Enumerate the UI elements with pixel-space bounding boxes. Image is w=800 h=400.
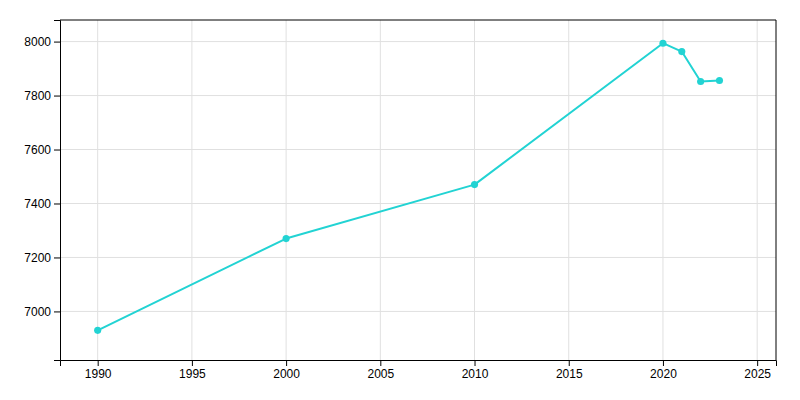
point — [94, 327, 101, 334]
tick-mark — [286, 360, 287, 366]
point — [716, 77, 723, 84]
grid-line-x — [380, 20, 381, 360]
tick-mark — [54, 150, 60, 151]
tick: 2000 — [273, 360, 300, 381]
point — [659, 40, 666, 47]
tick-mark — [569, 360, 570, 366]
tick: 1990 — [85, 360, 112, 381]
tick: 2005 — [367, 360, 394, 381]
tick-label: 8000 — [24, 35, 51, 49]
plot: 1990 1995 2000 2005 2010 2015 2020 2025 7000 7200… — [24, 20, 776, 381]
tick-label: 1995 — [179, 367, 206, 381]
chart: 1990 1995 2000 2005 2010 2015 2020 2025 7000 7200… — [0, 0, 800, 400]
tick: 2025 — [744, 360, 771, 381]
tick-mark — [54, 42, 60, 43]
grid-line-x — [568, 20, 569, 360]
line — [98, 43, 720, 330]
point — [678, 48, 685, 55]
tick: 7000 — [24, 305, 60, 319]
tick: 8000 — [24, 35, 60, 49]
tick-label: 1990 — [85, 367, 112, 381]
tick-label: 2010 — [462, 367, 489, 381]
tick-label: 7000 — [24, 305, 51, 319]
tick-label: 7600 — [24, 143, 51, 157]
grid-line-x — [662, 20, 663, 360]
frame-right — [776, 20, 777, 360]
point — [471, 181, 478, 188]
axis-line — [54, 21, 61, 361]
grid — [60, 20, 776, 360]
tick-mark — [54, 311, 60, 312]
frame-top — [60, 20, 776, 21]
tick-label: 2005 — [367, 367, 394, 381]
tick: 7600 — [24, 143, 60, 157]
grid-line-y — [60, 41, 776, 42]
tick-label: 7400 — [24, 197, 51, 211]
tick-label: 2020 — [650, 367, 677, 381]
tick: 7400 — [24, 197, 60, 211]
tick: 7200 — [24, 251, 60, 265]
grid-line-y — [60, 95, 776, 96]
grid-line-x — [97, 20, 98, 360]
grid-line-x — [191, 20, 192, 360]
tick: 2015 — [556, 360, 583, 381]
tick-mark — [54, 203, 60, 204]
axis-line — [61, 361, 777, 367]
tick-label: 7800 — [24, 89, 51, 103]
tick: 2010 — [462, 360, 489, 381]
point — [697, 78, 704, 85]
grid-line-x — [474, 20, 475, 360]
y-axis: 7000 7200 7400 7600 7800 8000 — [24, 21, 60, 361]
tick-label: 2025 — [744, 367, 771, 381]
tick: 1995 — [179, 360, 206, 381]
tick-mark — [54, 257, 60, 258]
grid-line-y — [60, 257, 776, 258]
tick-mark — [475, 360, 476, 366]
tick: 2020 — [650, 360, 677, 381]
grid-line-x — [286, 20, 287, 360]
tick-mark — [192, 360, 193, 366]
tick-mark — [663, 360, 664, 366]
grid-line-x — [757, 20, 758, 360]
grid-line-y — [60, 203, 776, 204]
tick-label: 2000 — [273, 367, 300, 381]
tick-mark — [380, 360, 381, 366]
marks — [94, 40, 723, 334]
x-axis: 1990 1995 2000 2005 2010 2015 2020 2025 — [61, 360, 777, 381]
tick-mark — [757, 360, 758, 366]
tick: 7800 — [24, 89, 60, 103]
tick-mark — [54, 96, 60, 97]
point — [283, 235, 290, 242]
grid-line-y — [60, 311, 776, 312]
tick-label: 2015 — [556, 367, 583, 381]
grid-line-y — [60, 149, 776, 150]
tick-label: 7200 — [24, 251, 51, 265]
tick-mark — [98, 360, 99, 366]
